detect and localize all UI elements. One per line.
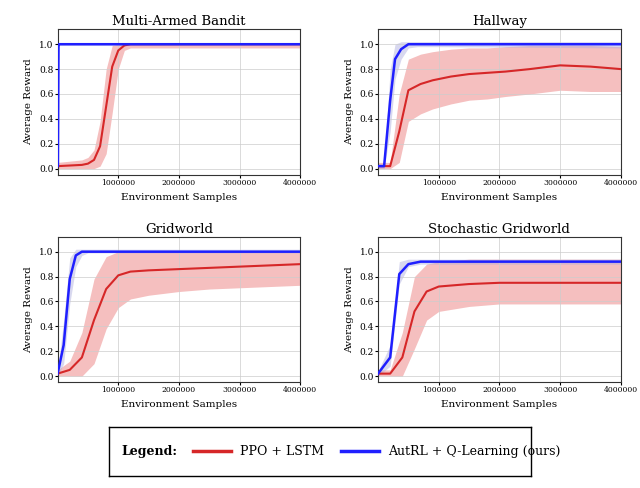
Y-axis label: Average Reward: Average Reward (24, 59, 33, 145)
X-axis label: Environment Samples: Environment Samples (121, 193, 237, 202)
X-axis label: Environment Samples: Environment Samples (442, 400, 557, 409)
Title: Gridworld: Gridworld (145, 223, 213, 236)
X-axis label: Environment Samples: Environment Samples (442, 193, 557, 202)
Y-axis label: Average Reward: Average Reward (345, 266, 354, 353)
Text: Legend:: Legend: (122, 445, 177, 458)
Title: Hallway: Hallway (472, 15, 527, 28)
X-axis label: Environment Samples: Environment Samples (121, 400, 237, 409)
Text: PPO + LSTM: PPO + LSTM (240, 445, 324, 458)
Y-axis label: Average Reward: Average Reward (345, 59, 354, 145)
Text: AutRL + Q-Learning (ours): AutRL + Q-Learning (ours) (388, 445, 560, 458)
Title: Multi-Armed Bandit: Multi-Armed Bandit (112, 15, 246, 28)
Y-axis label: Average Reward: Average Reward (24, 266, 33, 353)
Title: Stochastic Gridworld: Stochastic Gridworld (429, 223, 570, 236)
